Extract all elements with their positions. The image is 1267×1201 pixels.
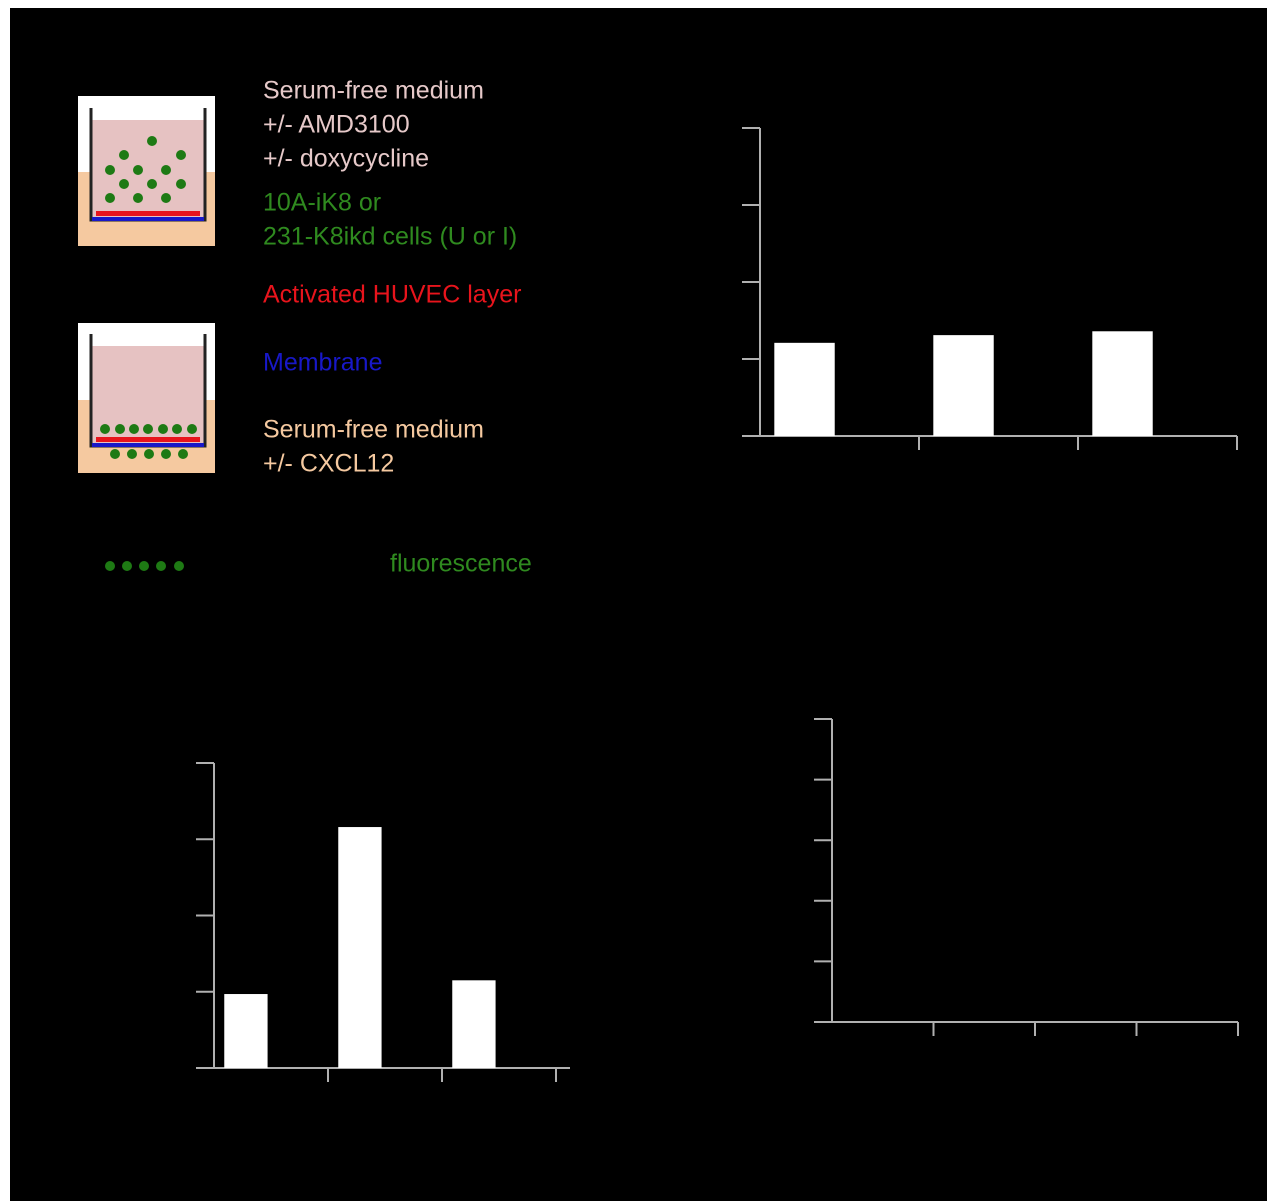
diagram-label: 10A-iK8 or <box>263 189 381 217</box>
well-top <box>78 96 215 246</box>
fluorescence-dots <box>105 561 184 571</box>
bar <box>774 342 835 436</box>
diagram-label: +/- CXCL12 <box>263 450 394 478</box>
background <box>10 8 1267 1201</box>
diagram-label: Activated HUVEC layer <box>263 281 521 309</box>
diagram-label: Serum-free medium <box>263 416 484 444</box>
diagram-label: +/- doxycycline <box>263 145 429 173</box>
diagram-label: Membrane <box>263 349 383 377</box>
diagram-label: 231-K8ikd cells (U or I) <box>263 223 517 251</box>
bar <box>338 827 382 1068</box>
well-bottom <box>78 323 215 473</box>
diagram-label: +/- AMD3100 <box>263 111 410 139</box>
diagram-label: Serum-free medium <box>263 77 484 105</box>
bar <box>452 980 496 1068</box>
bar <box>933 335 994 436</box>
bar <box>1092 331 1153 436</box>
diagram-label: fluorescence <box>390 550 532 578</box>
bar <box>224 994 268 1068</box>
